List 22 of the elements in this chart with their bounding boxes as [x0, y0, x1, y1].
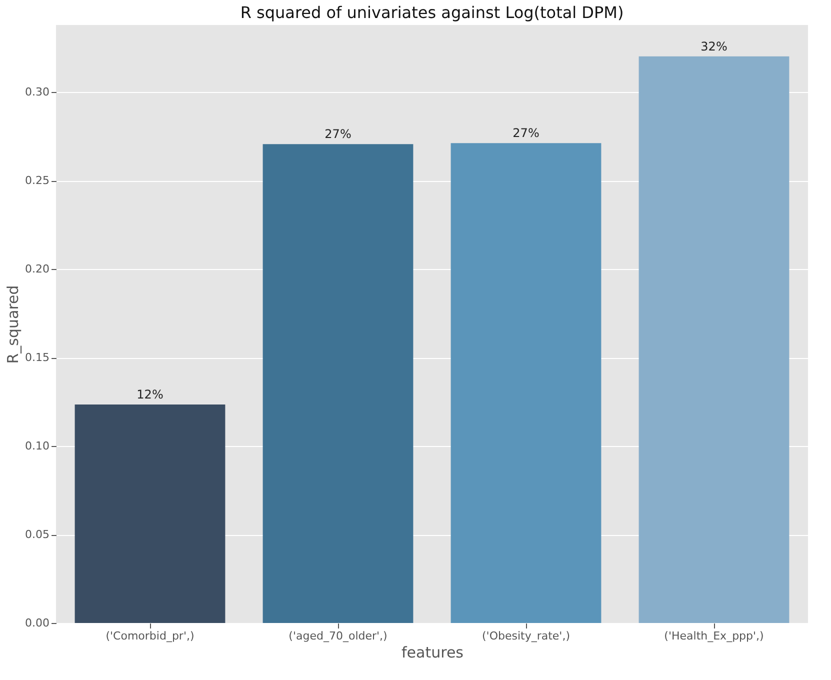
y-tick-label: 0.15 [25, 351, 50, 364]
data-label: 12% [136, 388, 164, 402]
y-tick-label: 0.05 [25, 528, 50, 542]
data-label: 27% [324, 127, 352, 142]
y-tick-label: 0.10 [25, 440, 50, 453]
chart-title: R squared of univariates against Log(total DPM) [240, 3, 624, 22]
y-tick-label: 0.20 [25, 262, 50, 276]
data-label: 27% [512, 126, 540, 140]
y-tick-label: 0.30 [25, 86, 50, 99]
bar [638, 56, 790, 623]
y-axis-title: R_squared [4, 285, 22, 364]
bar [262, 144, 414, 623]
x-tick-label: ('Comorbid_pr',) [106, 630, 194, 642]
y-tick-label: 0.25 [25, 174, 50, 188]
bar [74, 404, 226, 623]
x-tick-label: ('Obesity_rate',) [482, 630, 570, 642]
y-tick-label: 0.00 [25, 616, 50, 630]
x-tick-label: ('aged_70_older',) [288, 630, 388, 642]
bar [450, 143, 602, 623]
x-axis-title: features [402, 644, 464, 662]
data-label: 32% [700, 39, 728, 54]
x-tick-label: ('Health_Ex_ppp',) [664, 630, 764, 642]
